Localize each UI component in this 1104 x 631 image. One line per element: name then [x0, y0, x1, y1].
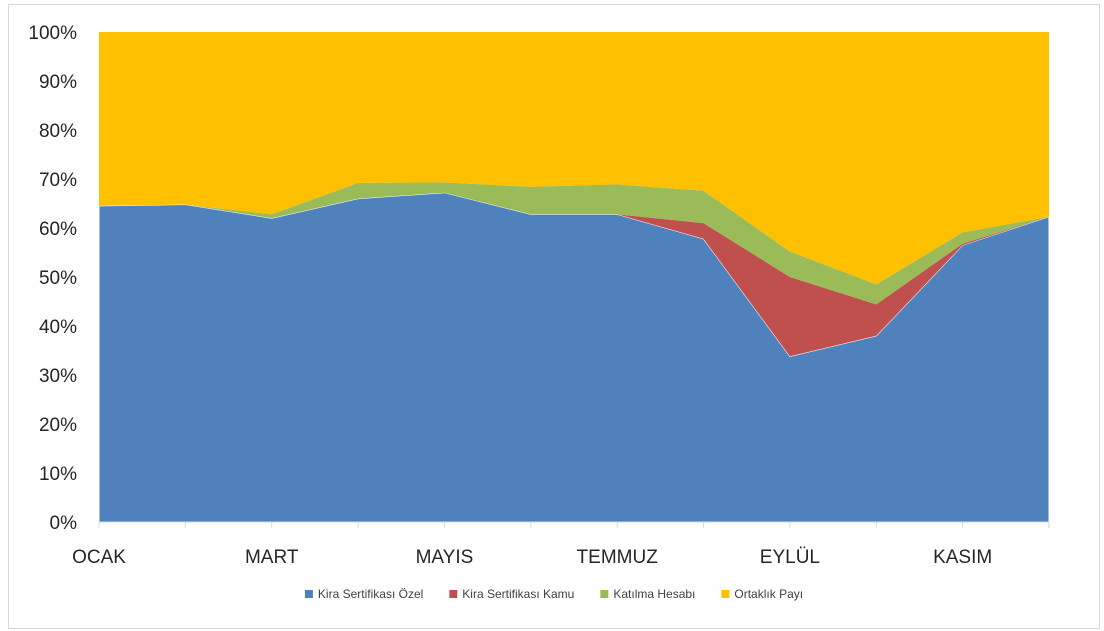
x-tick-label: MAYIS: [416, 547, 474, 568]
y-tick-label: 80%: [39, 121, 77, 142]
legend-swatch: [721, 590, 730, 598]
area-series-kat-lma-hesab-: [99, 182, 1049, 305]
legend-item: Kira Sertifikası Kamu: [449, 587, 574, 601]
y-tick-label: 10%: [39, 464, 77, 485]
legend: Kira Sertifikası Özel Kira Sertifikası Ka…: [304, 587, 803, 601]
legend-label: Ortaklık Payı: [734, 587, 803, 601]
legend-swatch: [449, 590, 458, 598]
y-tick-label: 70%: [39, 170, 77, 191]
y-tick-label: 20%: [39, 415, 77, 436]
chart-frame: 0% 10% 20% 30% 40% 50% 60% 70% 80% 90% 100% OCAK MAR…: [8, 4, 1100, 629]
legend-label: Katılma Hesabı: [613, 587, 695, 601]
chart: 0% 10% 20% 30% 40% 50% 60% 70% 80% 90% 100% OCAK MAR…: [28, 23, 1050, 601]
area-layer: [98, 32, 1050, 523]
y-tick-label: 60%: [39, 219, 77, 240]
y-tick-label: 50%: [39, 268, 77, 289]
y-tick-label: 90%: [39, 72, 77, 93]
x-tick-label: OCAK: [72, 547, 126, 568]
legend-label: Kira Sertifikası Kamu: [462, 587, 574, 601]
legend-swatch: [304, 590, 313, 598]
area-series-kira-sertifikas-kamu: [99, 192, 1049, 357]
legend-swatch: [600, 590, 609, 598]
x-tick-label: EYLÜL: [760, 547, 820, 568]
y-tick-label: 30%: [39, 366, 77, 387]
legend-item: Kira Sertifikası Özel: [304, 587, 423, 601]
x-tick-label: TEMMUZ: [577, 547, 659, 568]
axes: 0% 10% 20% 30% 40% 50% 60% 70% 80% 90% 100% OCAK MAR…: [28, 23, 1050, 568]
area-series-ortakl-k-pay-: [99, 32, 1049, 285]
x-tick-label: MART: [245, 547, 299, 568]
y-tick-label: 100%: [28, 23, 77, 44]
legend-label: Kira Sertifikası Özel: [318, 587, 423, 601]
y-tick-label: 0%: [50, 513, 78, 534]
x-tick-label: KASIM: [933, 547, 992, 568]
legend-item: Katılma Hesabı: [600, 587, 695, 601]
y-tick-label: 40%: [39, 317, 77, 338]
legend-item: Ortaklık Payı: [721, 587, 803, 601]
